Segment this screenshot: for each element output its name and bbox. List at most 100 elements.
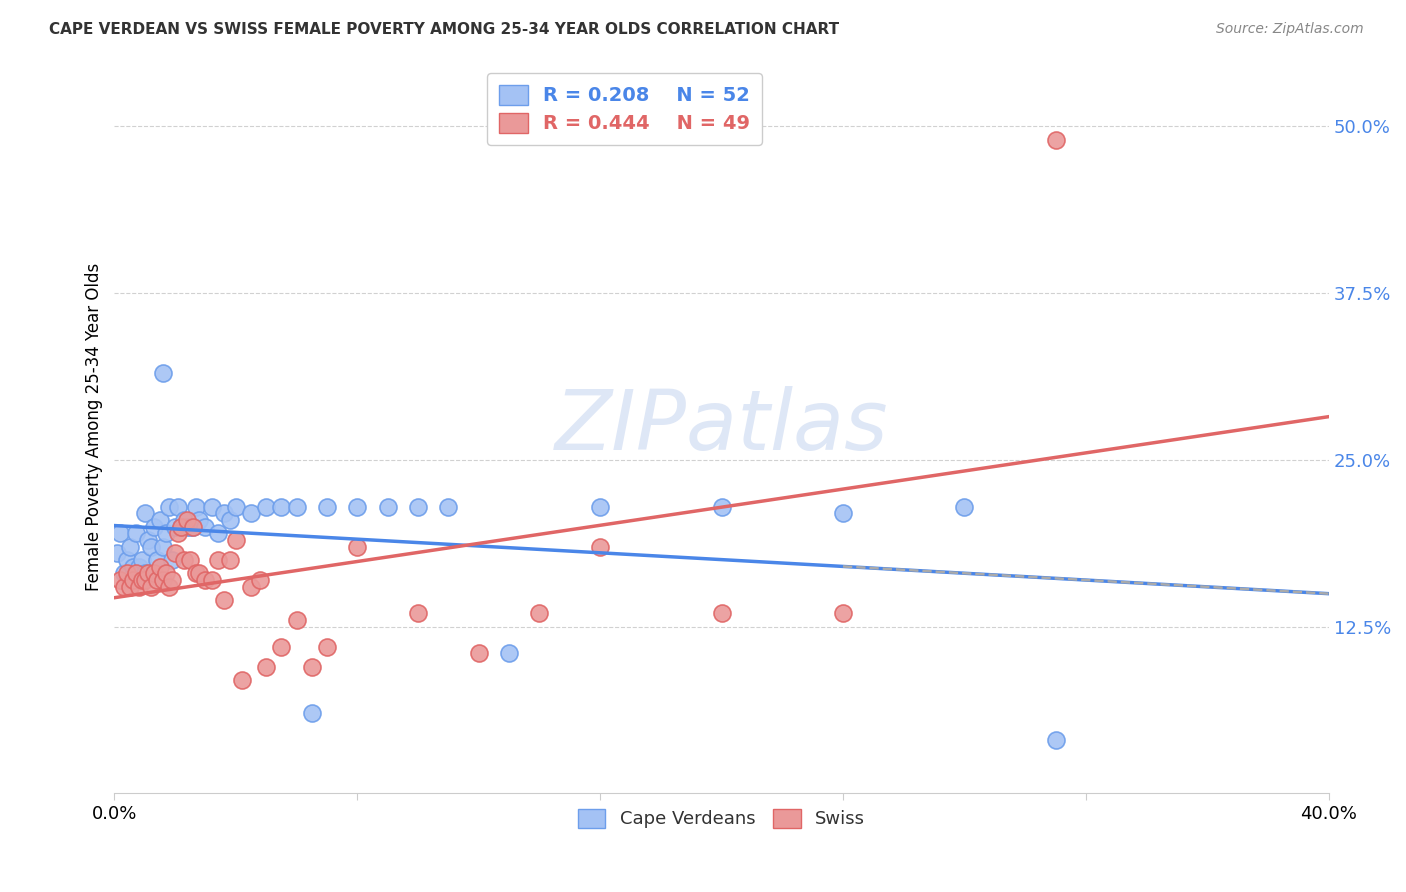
- Point: [112, 566, 135, 581]
- Point: [179, 519, 201, 533]
- Point: [146, 553, 169, 567]
- Point: [173, 553, 195, 567]
- Point: [124, 566, 146, 581]
- Point: [218, 553, 240, 567]
- Point: [146, 573, 169, 587]
- Point: [832, 606, 855, 620]
- Point: [498, 646, 520, 660]
- Point: [188, 566, 211, 581]
- Point: [165, 519, 187, 533]
- Point: [212, 506, 235, 520]
- Point: [183, 519, 205, 533]
- Point: [176, 513, 198, 527]
- Text: CAPE VERDEAN VS SWISS FEMALE POVERTY AMONG 25-34 YEAR OLDS CORRELATION CHART: CAPE VERDEAN VS SWISS FEMALE POVERTY AMO…: [49, 22, 839, 37]
- Point: [167, 526, 190, 541]
- Point: [110, 526, 132, 541]
- Point: [589, 540, 612, 554]
- Point: [316, 640, 339, 654]
- Point: [186, 566, 208, 581]
- Point: [437, 500, 460, 514]
- Point: [134, 566, 156, 581]
- Point: [285, 500, 308, 514]
- Point: [200, 500, 222, 514]
- Point: [207, 526, 229, 541]
- Point: [194, 519, 217, 533]
- Point: [249, 573, 271, 587]
- Point: [128, 580, 150, 594]
- Point: [152, 366, 174, 380]
- Point: [152, 540, 174, 554]
- Point: [225, 533, 247, 547]
- Point: [155, 526, 177, 541]
- Point: [139, 540, 162, 554]
- Point: [142, 566, 165, 581]
- Point: [121, 573, 143, 587]
- Point: [115, 566, 138, 581]
- Point: [134, 573, 156, 587]
- Point: [200, 573, 222, 587]
- Point: [406, 500, 429, 514]
- Point: [186, 500, 208, 514]
- Legend: Cape Verdeans, Swiss: Cape Verdeans, Swiss: [571, 802, 872, 836]
- Point: [134, 506, 156, 520]
- Point: [377, 500, 399, 514]
- Point: [124, 526, 146, 541]
- Text: Source: ZipAtlas.com: Source: ZipAtlas.com: [1216, 22, 1364, 37]
- Point: [270, 500, 292, 514]
- Point: [176, 519, 198, 533]
- Point: [1045, 733, 1067, 747]
- Point: [710, 606, 733, 620]
- Point: [157, 580, 180, 594]
- Point: [710, 500, 733, 514]
- Point: [346, 500, 368, 514]
- Point: [254, 659, 277, 673]
- Point: [301, 659, 323, 673]
- Point: [218, 513, 240, 527]
- Point: [225, 500, 247, 514]
- Point: [115, 553, 138, 567]
- Point: [529, 606, 551, 620]
- Point: [136, 533, 159, 547]
- Point: [149, 559, 172, 574]
- Point: [173, 513, 195, 527]
- Point: [212, 593, 235, 607]
- Point: [149, 513, 172, 527]
- Point: [118, 580, 141, 594]
- Point: [131, 573, 153, 587]
- Point: [155, 566, 177, 581]
- Point: [128, 559, 150, 574]
- Point: [112, 580, 135, 594]
- Point: [110, 573, 132, 587]
- Point: [231, 673, 253, 687]
- Point: [160, 573, 183, 587]
- Point: [179, 553, 201, 567]
- Point: [301, 706, 323, 721]
- Point: [107, 546, 129, 560]
- Point: [139, 580, 162, 594]
- Point: [467, 646, 489, 660]
- Point: [285, 613, 308, 627]
- Point: [589, 500, 612, 514]
- Point: [142, 519, 165, 533]
- Point: [346, 540, 368, 554]
- Point: [406, 606, 429, 620]
- Point: [157, 500, 180, 514]
- Point: [167, 500, 190, 514]
- Point: [165, 546, 187, 560]
- Point: [131, 553, 153, 567]
- Point: [183, 519, 205, 533]
- Point: [152, 573, 174, 587]
- Point: [194, 573, 217, 587]
- Point: [136, 566, 159, 581]
- Point: [316, 500, 339, 514]
- Point: [121, 559, 143, 574]
- Point: [1045, 133, 1067, 147]
- Point: [118, 540, 141, 554]
- Point: [170, 519, 193, 533]
- Point: [254, 500, 277, 514]
- Point: [207, 553, 229, 567]
- Point: [953, 500, 976, 514]
- Point: [240, 580, 263, 594]
- Text: ZIPatlas: ZIPatlas: [555, 386, 889, 467]
- Point: [240, 506, 263, 520]
